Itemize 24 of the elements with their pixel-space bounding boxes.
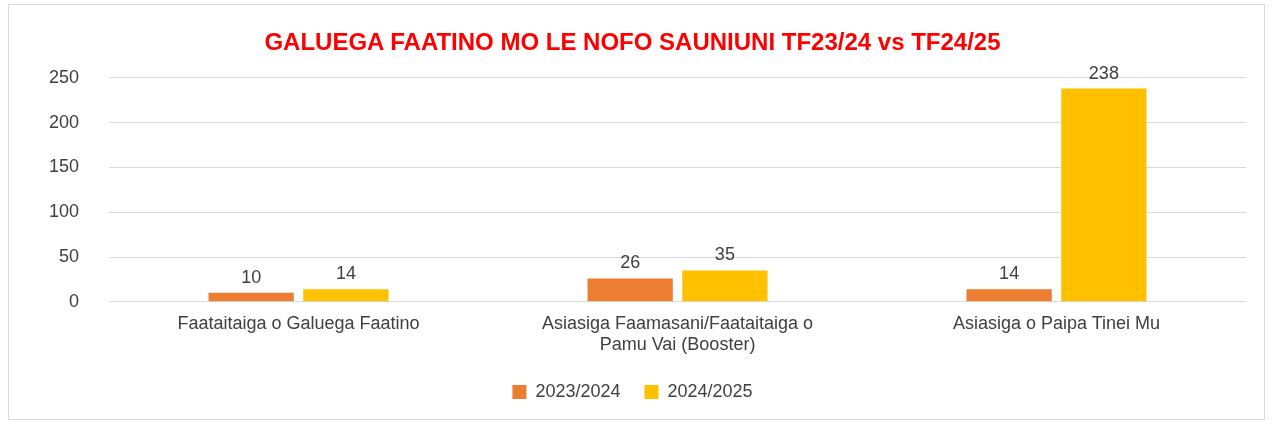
x-tick-label: Asiasiga Faamasani/Faataitaiga o Pamu Vai (Booster) [541, 312, 814, 355]
y-tick-label: 200 [48, 111, 80, 132]
data-label: 26 [620, 252, 641, 273]
bar [682, 270, 768, 302]
y-tick-label: 250 [48, 66, 80, 87]
x-tick-label: Asiasiga o Paipa Tinei Mu [952, 312, 1161, 333]
y-tick-label: 150 [48, 156, 80, 177]
chart-title: GALUEGA FAATINO MO LE NOFO SAUNIUNI TF23/24 vs TF24/25 [264, 28, 1001, 56]
data-label: 14 [999, 263, 1020, 284]
y-tick-label: 50 [59, 245, 80, 266]
y-tick-label: 0 [69, 290, 80, 311]
bar [1061, 88, 1147, 302]
data-label: 10 [241, 266, 262, 287]
bar [966, 289, 1052, 302]
y-tick-label: 100 [48, 201, 80, 222]
bar [303, 289, 389, 302]
legend-label: 2024/2025 [667, 380, 753, 401]
data-label: 14 [335, 263, 356, 284]
bar [208, 292, 294, 302]
data-label: 35 [714, 244, 735, 265]
data-label: 238 [1088, 62, 1119, 83]
legend-label: 2023/2024 [535, 380, 621, 401]
bar [587, 278, 673, 302]
x-tick-label: Faataitaiga o Galuega Faatino [177, 312, 420, 333]
